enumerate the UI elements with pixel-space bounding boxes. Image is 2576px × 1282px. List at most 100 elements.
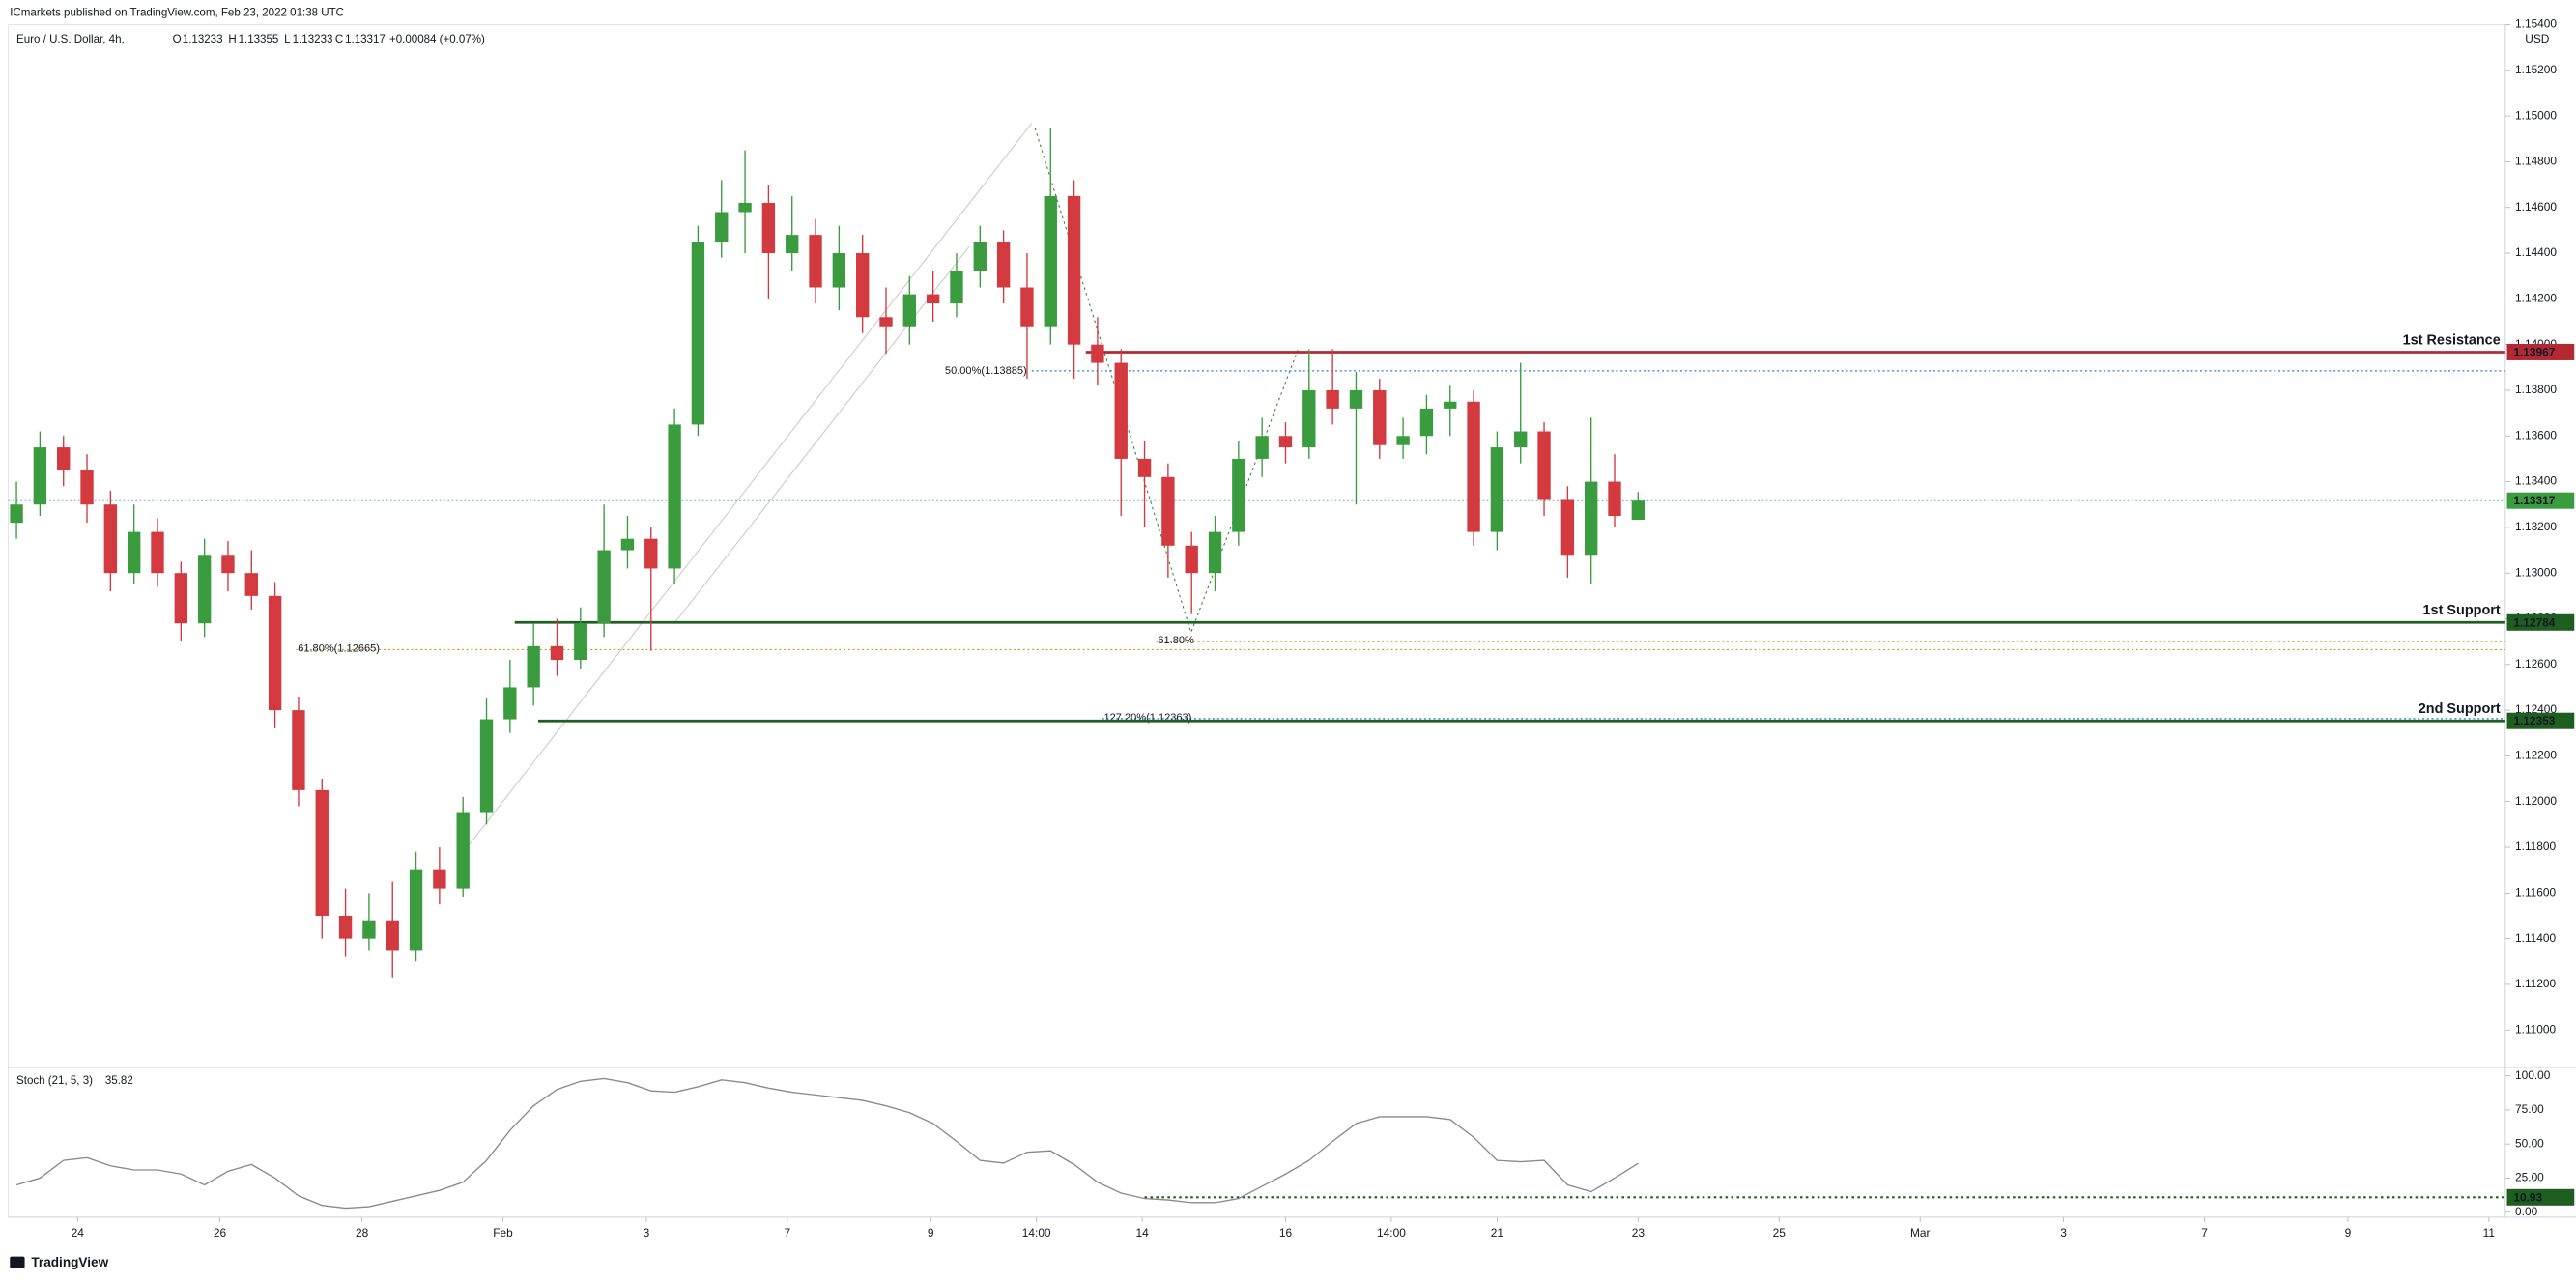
level-price: 1.12784	[2513, 615, 2555, 629]
ohlc-letter: L	[284, 34, 291, 45]
candle-body	[1020, 287, 1034, 327]
x-tick-label: Feb	[493, 1226, 513, 1239]
y-tick-label: 1.13600	[2515, 428, 2557, 442]
candle-body	[103, 504, 118, 574]
candle-body	[1467, 401, 1480, 532]
publish-info: ICmarkets published on TradingView.com, …	[10, 8, 344, 19]
trend-line	[468, 123, 1033, 846]
candle-body	[503, 687, 517, 720]
fib-label: 61.80%(1.12665)	[298, 642, 380, 654]
y-tick-label: 1.14800	[2515, 155, 2557, 168]
x-tick-label: 7	[2201, 1226, 2208, 1239]
candle-body	[950, 271, 963, 304]
y-tick-label: 1.11600	[2515, 885, 2556, 898]
candle-body	[1584, 481, 1598, 556]
candle-body	[644, 538, 658, 569]
level-price: 1.12353	[2513, 714, 2555, 727]
candle-body	[151, 531, 164, 574]
stoch-level-label-box	[2506, 1188, 2575, 1206]
candle-body	[973, 242, 987, 271]
y-tick-label: 1.11800	[2515, 840, 2556, 853]
candle-body	[1514, 431, 1528, 448]
candle-body	[409, 869, 423, 951]
y-tick-label: 100.00	[2515, 1068, 2551, 1082]
candle-body	[479, 719, 494, 813]
candle-body	[362, 920, 376, 939]
indicator-value: 35.82	[105, 1075, 133, 1087]
candle-body	[456, 812, 470, 889]
x-tick-label: 3	[644, 1226, 650, 1239]
candle-body	[197, 555, 212, 624]
fib-label: 61.80%	[1158, 635, 1194, 646]
candle-body	[1444, 401, 1457, 409]
x-tick-label: 14:00	[1377, 1226, 1406, 1239]
level-name: 2nd Support	[2419, 701, 2501, 717]
ohlc-value: 1.13233	[293, 34, 333, 45]
candle-body	[80, 470, 94, 505]
y-tick-label: 1.15000	[2515, 108, 2557, 122]
candle-body	[292, 710, 305, 790]
change: +0.00084 (+0.07%)	[389, 34, 485, 45]
candle-body	[221, 555, 235, 574]
indicator-title: Stoch (21, 5, 3)	[16, 1075, 93, 1087]
y-tick-label: 1.14400	[2515, 245, 2557, 259]
candle-body	[1232, 458, 1245, 532]
level-price-box	[2506, 613, 2575, 631]
candle-body	[527, 645, 540, 688]
candle-body	[127, 531, 141, 574]
candle-body	[738, 202, 752, 213]
brand[interactable]: TradingView	[10, 1255, 109, 1269]
x-tick-label: 23	[1632, 1226, 1646, 1239]
ohlc-value: 1.13233	[183, 34, 223, 45]
x-tick-label: 14	[1136, 1226, 1150, 1239]
level-name: 1st Resistance	[2403, 332, 2501, 348]
candle-body	[433, 869, 446, 889]
ohlc-letter: O	[173, 34, 182, 45]
candle-body	[597, 550, 611, 624]
candle-body	[996, 242, 1011, 288]
x-tick-label: 16	[1279, 1226, 1293, 1239]
level-price-box	[2506, 712, 2575, 729]
x-tick-label: 25	[1773, 1226, 1787, 1239]
y-tick-label: 1.13400	[2515, 474, 2557, 488]
candle-body	[574, 623, 587, 661]
candle-body	[1137, 458, 1152, 477]
candle-body	[1419, 408, 1434, 437]
candle-body	[1560, 499, 1575, 556]
candle-body	[902, 294, 917, 327]
candle-body	[1278, 436, 1293, 448]
candle-body	[620, 538, 635, 551]
y-tick-label: 1.14200	[2515, 291, 2557, 304]
trend-drawings	[468, 123, 1299, 846]
candle-body	[315, 789, 329, 916]
x-tick-label: 9	[2345, 1226, 2352, 1239]
candle-body	[268, 595, 282, 711]
candle-body	[786, 235, 799, 254]
y-tick-label: 1.15400	[2515, 17, 2557, 31]
brand-name: TradingView	[31, 1255, 108, 1269]
y-tick-label: 1.14600	[2515, 200, 2557, 214]
candle-body	[1185, 545, 1198, 574]
currency: USD	[2525, 32, 2550, 45]
candle-body	[1349, 389, 1363, 409]
ohlc-letter: H	[228, 34, 236, 45]
candle-body	[761, 202, 776, 254]
x-tick-label: 26	[214, 1226, 227, 1239]
x-tick-label: 28	[356, 1226, 369, 1239]
candle-body	[57, 447, 71, 470]
candle-body	[338, 915, 353, 939]
y-tick-label: 1.12000	[2515, 794, 2557, 808]
y-tick-label: 75.00	[2515, 1102, 2544, 1116]
candle-body	[1396, 436, 1410, 445]
y-tick-label: 1.15200	[2515, 63, 2557, 76]
y-tick-label: 1.11000	[2515, 1022, 2556, 1036]
candle-body	[1302, 389, 1316, 448]
candle-body	[1373, 389, 1387, 445]
candle-body	[1608, 481, 1621, 517]
candle-body	[1255, 436, 1269, 459]
y-tick-label: 1.12600	[2515, 657, 2557, 670]
candle-body	[244, 573, 258, 596]
level-price-box	[2506, 343, 2575, 360]
